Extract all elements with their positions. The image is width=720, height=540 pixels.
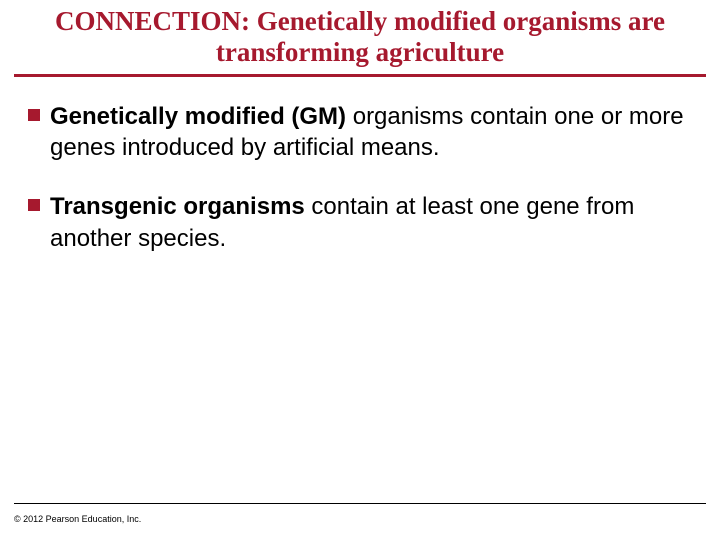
- bullet-text: Transgenic organisms contain at least on…: [50, 191, 692, 253]
- bullet-item: Transgenic organisms contain at least on…: [28, 191, 692, 253]
- square-bullet-icon: [28, 199, 40, 211]
- square-bullet-icon: [28, 109, 40, 121]
- content-area: Genetically modified (GM) organisms cont…: [0, 77, 720, 254]
- bold-run: Genetically modified (GM): [50, 103, 346, 130]
- bullet-item: Genetically modified (GM) organisms cont…: [28, 101, 692, 163]
- copyright-text: © 2012 Pearson Education, Inc.: [14, 514, 141, 524]
- bold-run: Transgenic organisms: [50, 193, 305, 220]
- footer-rule: [14, 503, 706, 504]
- bullet-text: Genetically modified (GM) organisms cont…: [50, 101, 692, 163]
- slide-title: CONNECTION: Genetically modified organis…: [0, 0, 720, 72]
